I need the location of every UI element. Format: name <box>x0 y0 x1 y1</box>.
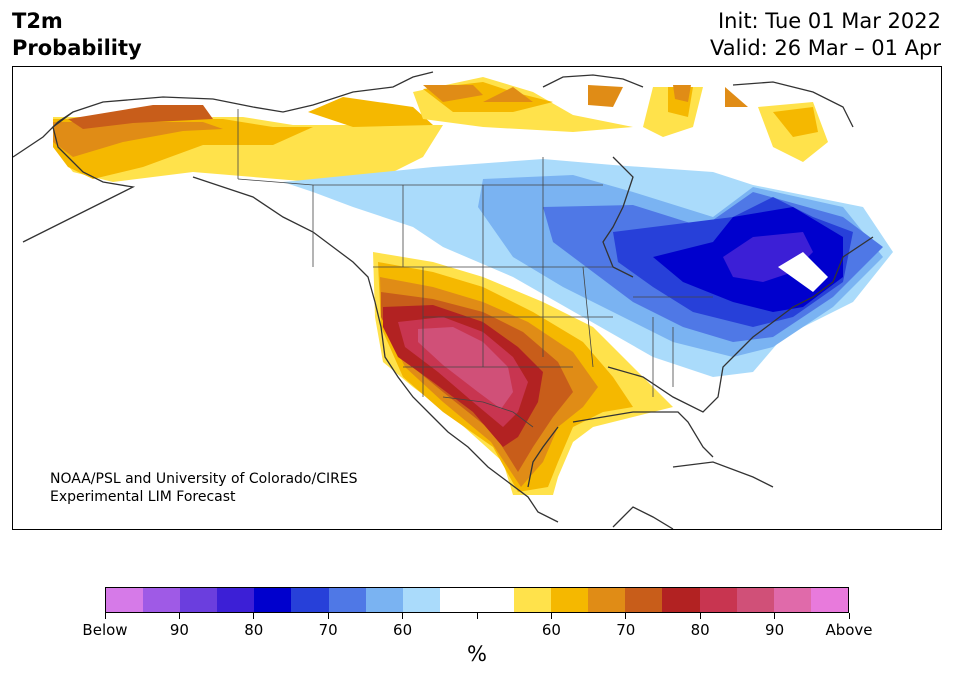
colorbar-segment <box>588 588 626 612</box>
colorbar-segment <box>662 588 700 612</box>
title-line-1: T2m <box>12 9 63 33</box>
colorbar-tick-label: 80 <box>690 621 710 639</box>
credit-line-2: Experimental LIM Forecast <box>50 489 236 505</box>
colorbar-tick-label: Below <box>82 621 128 639</box>
title-line-2: Probability <box>12 36 142 60</box>
map-panel: NOAA/PSL and University of Colorado/CIRE… <box>12 66 942 530</box>
colorbar-tick <box>104 613 106 619</box>
colorbar-tick <box>178 613 180 619</box>
colorbar-segment <box>254 588 292 612</box>
colorbar-tick-label: 80 <box>244 621 264 639</box>
colorbar-segment <box>439 588 477 612</box>
colorbar-tick-label: Above <box>825 621 873 639</box>
colorbar-tick <box>550 613 552 619</box>
colorbar-segment <box>106 588 144 612</box>
colorbar-tick-label: 60 <box>393 621 413 639</box>
colorbar-tick <box>327 613 329 619</box>
colorbar-segment <box>476 588 515 612</box>
colorbar-tick <box>848 613 850 619</box>
colorbar-tick <box>476 613 478 619</box>
colorbar-tick-label: 60 <box>541 621 561 639</box>
colorbar-segment <box>773 588 811 612</box>
colorbar-tick <box>253 613 255 619</box>
credit-line-1: NOAA/PSL and University of Colorado/CIRE… <box>50 471 358 487</box>
colorbar-segment <box>143 588 181 612</box>
probability-map <box>13 71 893 529</box>
colorbar-tick-label: 70 <box>616 621 636 639</box>
colorbar-segment <box>625 588 663 612</box>
cold-anomaly-area <box>283 159 893 377</box>
colorbar-segment <box>514 588 552 612</box>
forecast-dates: Init: Tue 01 Mar 2022 Valid: 26 Mar – 01… <box>710 8 941 62</box>
colorbar-tick-label: 90 <box>169 621 189 639</box>
warm-anomaly-area <box>373 252 673 495</box>
colorbar-tick <box>625 613 627 619</box>
valid-range: Valid: 26 Mar – 01 Apr <box>710 36 941 60</box>
colorbar-tick-label: 90 <box>765 621 785 639</box>
colorbar <box>105 587 849 613</box>
colorbar-tick <box>774 613 776 619</box>
colorbar-segment <box>365 588 403 612</box>
colorbar-segment <box>736 588 774 612</box>
colorbar-segment <box>291 588 329 612</box>
colorbar-segment <box>180 588 218 612</box>
coastlines <box>13 71 874 529</box>
colorbar-segment <box>328 588 366 612</box>
colorbar-segment <box>699 588 737 612</box>
colorbar-tick-label: 70 <box>318 621 338 639</box>
alaska-warm-area <box>53 77 828 182</box>
colorbar-segment <box>551 588 589 612</box>
political-borders <box>237 109 713 428</box>
colorbar-segment <box>217 588 255 612</box>
colorbar-segment <box>402 588 440 612</box>
colorbar-tick <box>402 613 404 619</box>
colorbar-tick <box>699 613 701 619</box>
credit-text: NOAA/PSL and University of Colorado/CIRE… <box>50 470 358 506</box>
colorbar-unit: % <box>467 642 487 666</box>
init-date: Init: Tue 01 Mar 2022 <box>717 9 941 33</box>
map-title: T2m Probability <box>12 8 142 62</box>
colorbar-segment <box>810 588 848 612</box>
